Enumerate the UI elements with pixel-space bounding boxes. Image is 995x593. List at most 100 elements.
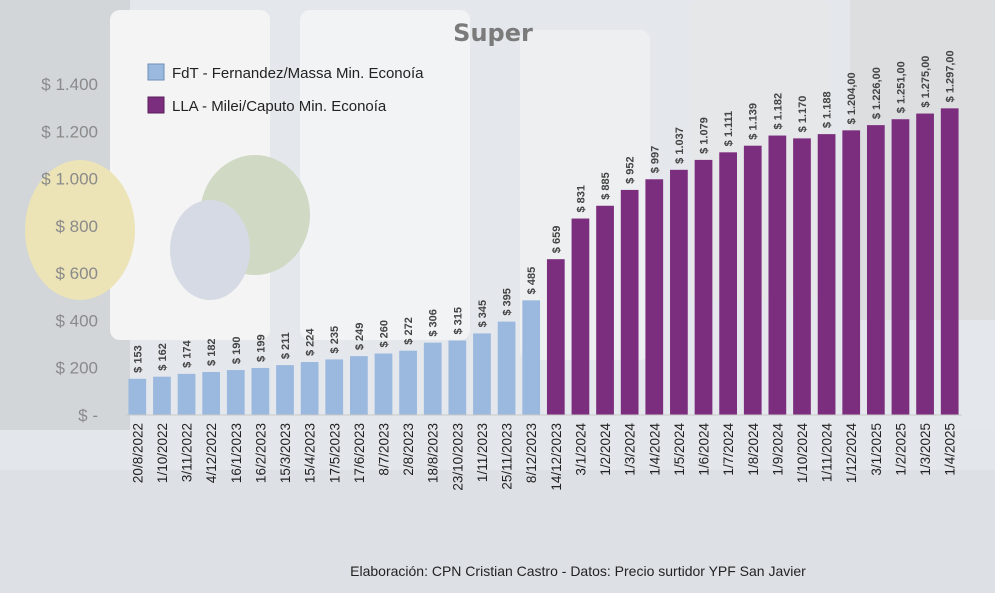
credit-text: Elaboración: CPN Cristian Castro - Datos… bbox=[350, 563, 806, 579]
x-tick-label: 15/3/2023 bbox=[278, 423, 293, 483]
bar-1/9/2024 bbox=[768, 135, 787, 415]
x-axis: 20/8/2022 1/10/2022 3/11/2022 4/12/2022 16/1… bbox=[125, 414, 962, 491]
bar-8/12/2023 bbox=[522, 300, 541, 415]
data-label: $ 1.275,00 bbox=[920, 56, 932, 108]
x-tick-label: 1/4/2025 bbox=[943, 423, 958, 476]
data-label: $ 1.037 bbox=[674, 127, 686, 164]
bar-1/10/2022 bbox=[153, 376, 171, 415]
data-label: $ 1.188 bbox=[822, 91, 834, 128]
data-label: $ 952 bbox=[625, 156, 637, 184]
x-tick-label: 1/10/2022 bbox=[155, 423, 170, 483]
data-label: $ 1.182 bbox=[772, 93, 784, 130]
bar-25/11/2023 bbox=[497, 321, 516, 415]
data-label: $ 1.226,00 bbox=[871, 67, 883, 119]
data-label: $ 1.297,00 bbox=[945, 50, 957, 102]
bar-2/8/2023 bbox=[399, 350, 417, 415]
data-labels: $ 153 $ 162 $ 174 $ 182 $ 190 $ 199 $ 211 $ 224… bbox=[132, 50, 956, 372]
x-tick-label: 2/8/2023 bbox=[401, 423, 416, 476]
x-tick-label: 18/8/2023 bbox=[426, 423, 441, 483]
bar-8/7/2023 bbox=[374, 353, 393, 415]
y-tick-label: $ 400 bbox=[55, 311, 98, 330]
data-label: $ 1.139 bbox=[748, 103, 760, 140]
data-label: $ 395 bbox=[502, 288, 514, 316]
bar-3/1/2025 bbox=[866, 125, 885, 415]
bar-23/10/2023 bbox=[448, 340, 467, 415]
bar-16/1/2023 bbox=[226, 370, 245, 415]
bar-18/8/2023 bbox=[423, 342, 442, 415]
x-tick-label: 3/1/2025 bbox=[869, 423, 884, 476]
data-label: $ 272 bbox=[403, 317, 415, 345]
x-tick-label: 25/11/2023 bbox=[500, 423, 515, 490]
data-label: $ 153 bbox=[132, 345, 144, 373]
x-tick-label: 17/6/2023 bbox=[352, 423, 367, 483]
x-tick-label: 4/12/2022 bbox=[204, 423, 219, 483]
data-label: $ 485 bbox=[526, 267, 538, 295]
x-tick-label: 3/11/2022 bbox=[180, 423, 195, 482]
bar-3/11/2022 bbox=[177, 373, 196, 415]
y-tick-label: $ 600 bbox=[55, 264, 98, 283]
data-label: $ 659 bbox=[551, 226, 563, 254]
x-tick-label: 1/9/2024 bbox=[770, 423, 785, 476]
y-tick-label: $ - bbox=[78, 406, 98, 425]
x-tick-label: 1/11/2024 bbox=[820, 423, 835, 483]
data-label: $ 182 bbox=[206, 338, 218, 366]
data-label: $ 885 bbox=[600, 172, 612, 200]
bar-1/4/2025 bbox=[940, 108, 959, 415]
data-label: $ 1.204,00 bbox=[846, 72, 858, 124]
bar-14/12/2023 bbox=[546, 259, 565, 415]
x-tick-label: 1/3/2025 bbox=[918, 423, 933, 476]
legend: FdT - Fernandez/Massa Min. Econoía LLA -… bbox=[147, 63, 424, 115]
bar-1/2/2025 bbox=[891, 119, 910, 416]
data-label: $ 260 bbox=[378, 320, 390, 348]
y-axis: $ - $ 200 $ 400 $ 600 $ 800 $ 1.000 $ 1.200 $ 1… bbox=[41, 75, 98, 425]
data-label: $ 1.170 bbox=[797, 96, 809, 133]
x-tick-label: 1/2/2025 bbox=[893, 423, 908, 476]
x-tick-label: 16/1/2023 bbox=[229, 423, 244, 483]
data-label: $ 224 bbox=[305, 328, 317, 356]
y-tick-label: $ 1.200 bbox=[41, 122, 98, 141]
data-label: $ 235 bbox=[329, 326, 341, 354]
bar-1/4/2024 bbox=[645, 179, 664, 415]
bar-3/1/2024 bbox=[571, 218, 590, 415]
bar-15/3/2023 bbox=[276, 365, 294, 415]
x-tick-label: 1/12/2024 bbox=[844, 423, 859, 484]
x-tick-label: 1/7/2024 bbox=[721, 423, 736, 476]
bar-1/12/2024 bbox=[842, 130, 861, 415]
data-label: $ 315 bbox=[452, 307, 464, 335]
data-label: $ 1.079 bbox=[699, 117, 711, 154]
bar-15/4/2023 bbox=[300, 362, 319, 415]
bar-1/11/2023 bbox=[473, 333, 491, 415]
data-label: $ 249 bbox=[354, 323, 366, 351]
data-label: $ 199 bbox=[255, 334, 267, 362]
chart-title: Super bbox=[453, 19, 533, 47]
data-label: $ 306 bbox=[428, 309, 440, 337]
x-tick-label: 23/10/2023 bbox=[450, 423, 465, 491]
y-tick-label: $ 1.000 bbox=[41, 170, 98, 189]
x-tick-label: 16/2/2023 bbox=[253, 423, 268, 483]
x-tick-label: 8/12/2023 bbox=[524, 423, 539, 483]
x-tick-label: 1/8/2024 bbox=[746, 423, 761, 476]
y-tick-label: $ 1.400 bbox=[41, 75, 98, 94]
x-tick-label: 1/2/2024 bbox=[598, 423, 613, 476]
x-tick-label: 15/4/2023 bbox=[303, 423, 318, 483]
bar-1/6/2024 bbox=[694, 159, 713, 415]
x-tick-label: 1/10/2024 bbox=[795, 423, 810, 484]
y-tick-label: $ 200 bbox=[55, 359, 98, 378]
bar-1/10/2024 bbox=[793, 138, 811, 415]
data-label: $ 1.251,00 bbox=[895, 61, 907, 113]
x-tick-label: 20/8/2022 bbox=[130, 423, 145, 483]
data-label: $ 345 bbox=[477, 300, 489, 328]
x-tick-label: 1/6/2024 bbox=[697, 423, 712, 476]
bar-1/5/2024 bbox=[670, 169, 688, 415]
bar-16/2/2023 bbox=[251, 367, 270, 415]
bar-20/8/2022 bbox=[128, 378, 147, 415]
y-tick-label: $ 800 bbox=[55, 217, 98, 236]
data-label: $ 174 bbox=[182, 339, 194, 367]
bar-1/2/2024 bbox=[596, 205, 614, 415]
bar-1/8/2024 bbox=[743, 145, 762, 415]
bar-1/11/2024 bbox=[817, 134, 836, 415]
legend-label-lla: LLA - Milei/Caputo Min. Econoía bbox=[172, 98, 387, 115]
data-label: $ 162 bbox=[157, 343, 169, 371]
x-tick-label: 1/3/2024 bbox=[623, 423, 638, 476]
